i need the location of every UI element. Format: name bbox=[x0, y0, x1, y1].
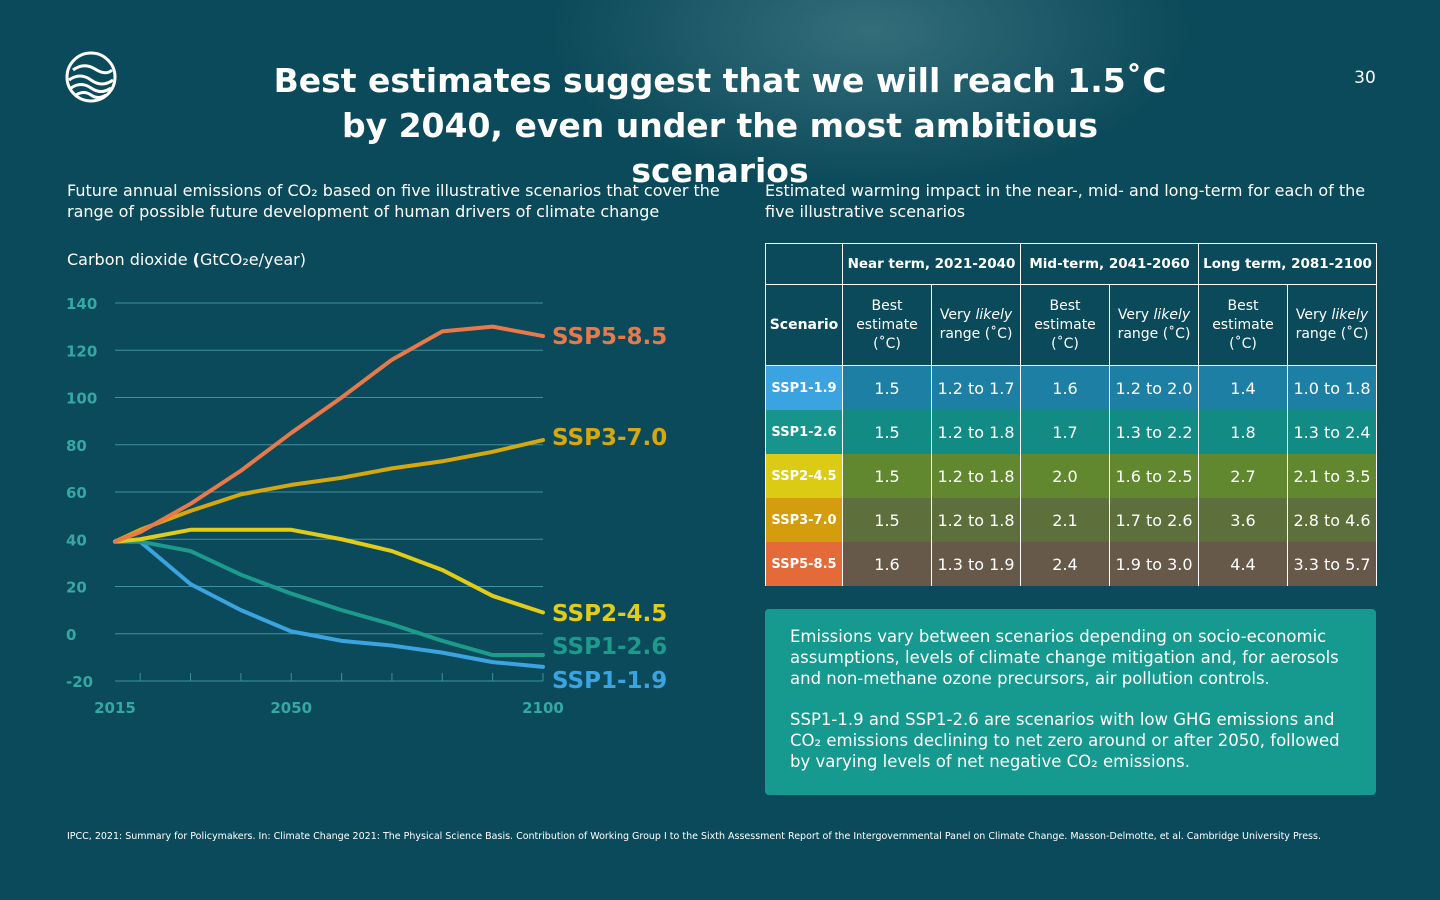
scenario-cell: SSP3-7.0 bbox=[765, 498, 843, 542]
value-cell: 2.1 to 3.5 bbox=[1287, 454, 1377, 498]
y-tick-label: 120 bbox=[66, 342, 97, 360]
value-cell: 1.7 bbox=[1020, 410, 1110, 454]
best-estimate-header: Best estimate (˚C) bbox=[842, 284, 932, 366]
info-box: Emissions vary between scenarios dependi… bbox=[765, 609, 1376, 795]
value-cell: 1.6 bbox=[1020, 365, 1110, 410]
series-label: SSP3-7.0 bbox=[552, 425, 667, 451]
value-cell: 1.2 to 1.8 bbox=[931, 410, 1021, 454]
value-cell: 2.4 bbox=[1020, 542, 1110, 586]
y-tick-label: 40 bbox=[66, 531, 87, 549]
period-header-mid: Mid-term, 2041-2060 bbox=[1020, 243, 1199, 285]
table-body: SSP1-1.9 1.5 1.2 to 1.7 1.6 1.2 to 2.0 1.4 1.0… bbox=[765, 365, 1377, 586]
likely-range-header: Very likely range (˚C) bbox=[1287, 284, 1377, 366]
warming-table: Near term, 2021-2040 Mid-term, 2041-2060… bbox=[765, 243, 1377, 586]
chart-unit-paren: ( bbox=[192, 250, 200, 269]
value-cell: 1.8 bbox=[1198, 410, 1288, 454]
series-label: SSP2-4.5 bbox=[552, 601, 667, 627]
table-row: SSP1-1.9 1.5 1.2 to 1.7 1.6 1.2 to 2.0 1.4 1.0… bbox=[765, 365, 1377, 410]
chart-description: Future annual emissions of CO₂ based on … bbox=[67, 181, 720, 221]
series-line-ssp2-4.5 bbox=[113, 527, 545, 615]
best-estimate-header: Best estimate (˚C) bbox=[1198, 284, 1288, 366]
value-cell: 1.7 to 2.6 bbox=[1109, 498, 1199, 542]
table-row: SSP3-7.0 1.5 1.2 to 1.8 2.1 1.7 to 2.6 3.6 2.8… bbox=[765, 498, 1377, 542]
value-cell: 1.2 to 2.0 bbox=[1109, 365, 1199, 410]
series-line-ssp1-2.6 bbox=[113, 539, 545, 658]
series-label: SSP1-1.9 bbox=[552, 668, 667, 694]
value-cell: 1.4 bbox=[1198, 365, 1288, 410]
value-cell: 1.2 to 1.8 bbox=[931, 498, 1021, 542]
table-corner-cell bbox=[765, 243, 843, 285]
value-cell: 1.9 to 3.0 bbox=[1109, 542, 1199, 586]
x-tick-label: 2050 bbox=[270, 699, 312, 717]
y-tick-label: 140 bbox=[66, 295, 97, 313]
series-line-ssp1-1.9 bbox=[113, 539, 545, 669]
value-cell: 1.6 bbox=[842, 542, 932, 586]
likely-range-header: Very likely range (˚C) bbox=[931, 284, 1021, 366]
y-tick-label: 60 bbox=[66, 484, 87, 502]
value-cell: 2.7 bbox=[1198, 454, 1288, 498]
series-line-ssp5-8.5 bbox=[113, 324, 545, 544]
table-description: Estimated warming impact in the near-, m… bbox=[765, 181, 1366, 221]
value-cell: 1.3 to 1.9 bbox=[931, 542, 1021, 586]
scenario-cell: SSP2-4.5 bbox=[765, 454, 843, 498]
info-paragraph: Emissions vary between scenarios dependi… bbox=[790, 627, 1339, 688]
y-tick-label: 100 bbox=[66, 390, 97, 408]
value-cell: 1.6 to 2.5 bbox=[1109, 454, 1199, 498]
value-cell: 3.6 bbox=[1198, 498, 1288, 542]
y-tick-label: 20 bbox=[66, 579, 87, 597]
value-cell: 4.4 bbox=[1198, 542, 1288, 586]
value-cell: 1.2 to 1.7 bbox=[931, 365, 1021, 410]
scenario-cell: SSP1-2.6 bbox=[765, 410, 843, 454]
value-cell: 1.2 to 1.8 bbox=[931, 454, 1021, 498]
series-line-ssp3-7.0 bbox=[113, 438, 545, 544]
x-tick-label: 2015 bbox=[94, 699, 136, 717]
slide-title: Best estimates suggest that we will reac… bbox=[273, 61, 1167, 190]
value-cell: 2.0 bbox=[1020, 454, 1110, 498]
wave-globe-icon bbox=[65, 51, 117, 103]
value-cell: 1.3 to 2.2 bbox=[1109, 410, 1199, 454]
best-estimate-header: Best estimate (˚C) bbox=[1020, 284, 1110, 366]
chart-unit-label: Carbon dioxide (GtCO₂e/year) bbox=[67, 250, 306, 269]
value-cell: 1.5 bbox=[842, 410, 932, 454]
y-tick-label: 80 bbox=[66, 437, 87, 455]
scenario-cell: SSP5-8.5 bbox=[765, 542, 843, 586]
value-cell: 2.8 to 4.6 bbox=[1287, 498, 1377, 542]
value-cell: 3.3 to 5.7 bbox=[1287, 542, 1377, 586]
series-label: SSP1-2.6 bbox=[552, 634, 667, 660]
page-number: 30 bbox=[1354, 68, 1376, 88]
scenario-header: Scenario bbox=[765, 284, 843, 366]
table-row: SSP1-2.6 1.5 1.2 to 1.8 1.7 1.3 to 2.2 1.8 1.3… bbox=[765, 410, 1377, 454]
source-citation: IPCC, 2021: Summary for Policymakers. In… bbox=[67, 831, 1321, 842]
chart-unit-text: GtCO₂e/year) bbox=[199, 250, 306, 269]
table-row: SSP2-4.5 1.5 1.2 to 1.8 2.0 1.6 to 2.5 2.7 2.1… bbox=[765, 454, 1377, 498]
y-tick-label: 0 bbox=[66, 626, 76, 644]
likely-range-header: Very likely range (˚C) bbox=[1109, 284, 1199, 366]
value-cell: 1.5 bbox=[842, 365, 932, 410]
value-cell: 1.0 to 1.8 bbox=[1287, 365, 1377, 410]
x-tick-label: 2100 bbox=[522, 699, 564, 717]
period-header-near: Near term, 2021-2040 bbox=[842, 243, 1021, 285]
y-tick-label: -20 bbox=[66, 673, 93, 691]
table-row: SSP5-8.5 1.6 1.3 to 1.9 2.4 1.9 to 3.0 4.4 3.3… bbox=[765, 542, 1377, 586]
scenario-cell: SSP1-1.9 bbox=[765, 365, 843, 410]
chart-unit-prefix: Carbon dioxide bbox=[67, 250, 193, 269]
value-cell: 1.3 to 2.4 bbox=[1287, 410, 1377, 454]
series-label: SSP5-8.5 bbox=[552, 324, 667, 350]
value-cell: 1.5 bbox=[842, 498, 932, 542]
value-cell: 1.5 bbox=[842, 454, 932, 498]
info-paragraph: SSP1-1.9 and SSP1-2.6 are scenarios with… bbox=[790, 710, 1340, 771]
period-header-long: Long term, 2081-2100 bbox=[1198, 243, 1377, 285]
value-cell: 2.1 bbox=[1020, 498, 1110, 542]
